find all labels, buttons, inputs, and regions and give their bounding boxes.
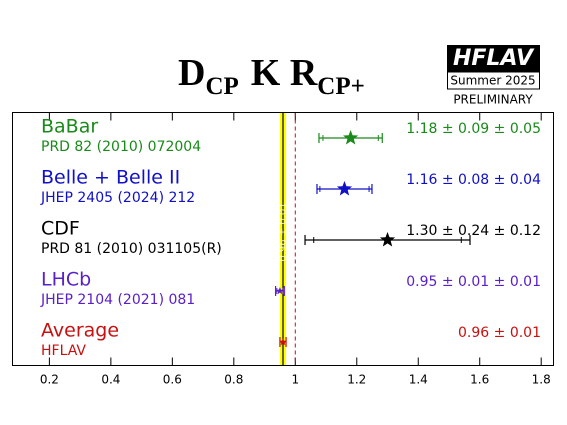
entry-mark [304,232,471,247]
entry-name: Average [41,320,119,342]
chart-title: DCP K RCP+ [178,52,365,100]
central-value [379,232,396,247]
x-tick-label: 1.4 [409,373,428,387]
entry-value-label: 1.18 ± 0.09 ± 0.05 [406,121,541,137]
entry-mark [274,286,285,296]
plot-frame [12,112,554,366]
entry-name: Belle + Belle II [41,167,180,189]
entry-name: CDF [41,218,80,240]
central-value [279,338,287,346]
entry-reference: JHEP 2104 (2021) 081 [40,292,195,308]
title-part: K R [251,52,318,94]
x-tick-label: 0.2 [40,373,59,387]
entry-name: BaBar [41,116,98,138]
central-value [336,181,353,196]
central-value [343,130,359,145]
plot-area: 0.2 0.4 0.6 0.8 1 1.2 1.4 1.6 1.8 0.96 ± 0.01 BaBa… [40,112,551,387]
title-part: D [178,52,205,94]
x-tick-label: 1.6 [470,373,489,387]
x-tick-label: 0.8 [224,373,243,387]
entry-name: LHCb [41,269,91,291]
average-band-label: 0.96 ± 0.01 [278,202,289,261]
logo-name: HFLAV [453,46,535,71]
x-tick-label: 1.8 [532,373,551,387]
x-tick-label: 0.4 [101,373,120,387]
entry-mark [318,130,383,145]
entry-reference: PRD 81 (2010) 031105(R) [41,241,222,257]
entry-value-label: 1.30 ± 0.24 ± 0.12 [406,223,541,239]
x-tick-label: 1 [291,373,299,387]
x-tick-label: 0.6 [163,373,182,387]
logo-status: PRELIMINARY [453,93,533,107]
entry-value-label: 0.96 ± 0.01 [458,325,541,341]
logo-season-box [447,71,540,90]
entry-value-label: 1.16 ± 0.08 ± 0.04 [406,172,541,188]
x-tick-label: 1.2 [347,373,366,387]
logo-box [447,45,540,72]
entry-value-label: 0.95 ± 0.01 ± 0.01 [406,274,541,290]
entry-mark [279,337,287,347]
entry-reference: HFLAV [41,343,86,359]
title-subscript: CP+ [317,73,365,100]
entry-reference: PRD 82 (2010) 072004 [41,139,201,155]
logo-season: Summer 2025 [450,74,535,88]
entry-mark [316,181,373,196]
central-value [276,287,284,295]
title-subscript: CP [205,73,238,100]
entry-reference: JHEP 2405 (2024) 212 [40,190,195,206]
